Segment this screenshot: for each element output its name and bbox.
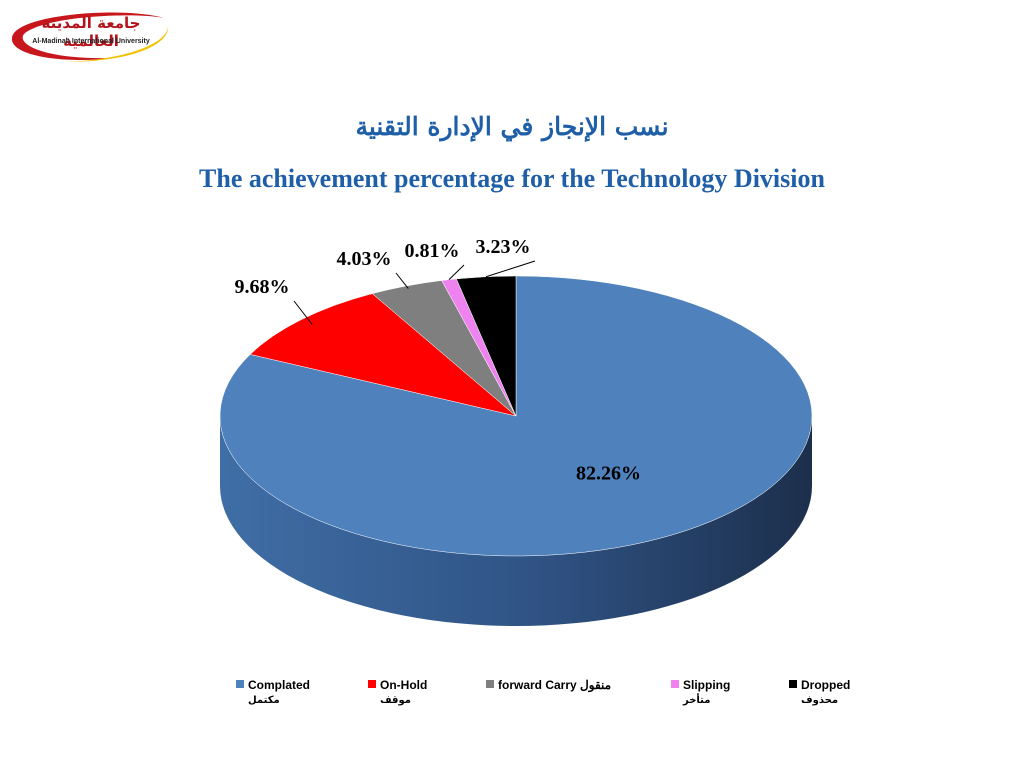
data-label-complated: 82.26%	[576, 462, 641, 484]
legend-label-arabic-complated: مكتمل	[248, 695, 280, 706]
legend-swatch-on-hold	[368, 680, 376, 688]
pie-slice-on-hold	[249, 293, 517, 417]
legend-label-slipping: Slipping	[683, 678, 731, 692]
chart-title-arabic: نسب الإنجاز في الإدارة التقنية	[355, 112, 669, 141]
legend-label-complated: Complated	[248, 678, 311, 692]
leader-line-slipping	[448, 264, 465, 280]
chart-title-english: The achievement percentage for the Techn…	[199, 164, 825, 193]
legend-label-arabic-slipping: متأخر	[683, 695, 711, 706]
legend-label-forward-carry: forward Carry منقول	[498, 678, 612, 692]
leader-line-dropped	[485, 260, 536, 278]
pie-data-labels: 82.26% 9.68% 4.03% 0.81% 3.23%	[235, 236, 641, 484]
logo-arabic-name: جامعة المدينة العالمية	[41, 14, 141, 50]
leader-line-forward-carry	[395, 272, 409, 289]
legend-swatch-dropped	[789, 680, 797, 688]
legend-item-forward-carry: forward Carry منقول	[486, 678, 611, 693]
legend-swatch-slipping	[671, 680, 679, 688]
data-label-forward-carry: 4.03%	[337, 248, 392, 270]
legend-item-complated: Complated مكتمل	[236, 678, 310, 708]
pie-leader-lines	[293, 260, 536, 325]
legend-label-on-hold: On-Hold	[380, 678, 428, 692]
legend-item-dropped: Dropped محذوف	[789, 678, 850, 708]
legend-label-arabic-dropped: محذوف	[801, 695, 839, 706]
legend-item-on-hold: On-Hold موقف	[368, 678, 427, 708]
data-label-slipping: 0.81%	[405, 240, 460, 262]
leader-line-on-hold	[293, 300, 313, 325]
legend-label-arabic-on-hold: موقف	[380, 695, 411, 706]
data-label-dropped: 3.23%	[476, 236, 531, 258]
university-logo: جامعة المدينة العالمية Al-Madinah Intern…	[4, 4, 172, 66]
pie-side-surface	[220, 416, 812, 626]
pie-slice-dropped	[455, 275, 517, 417]
pie-side-wall	[220, 416, 812, 626]
legend-swatch-forward-carry	[486, 680, 494, 688]
data-label-on-hold: 9.68%	[235, 276, 290, 298]
legend-swatch-complated	[236, 680, 244, 688]
pie-top-face	[219, 275, 813, 557]
legend-item-slipping: Slipping متأخر	[671, 678, 730, 708]
legend-label-dropped: Dropped	[801, 678, 851, 692]
logo-english-name: Al-Madinah International University	[32, 38, 150, 45]
